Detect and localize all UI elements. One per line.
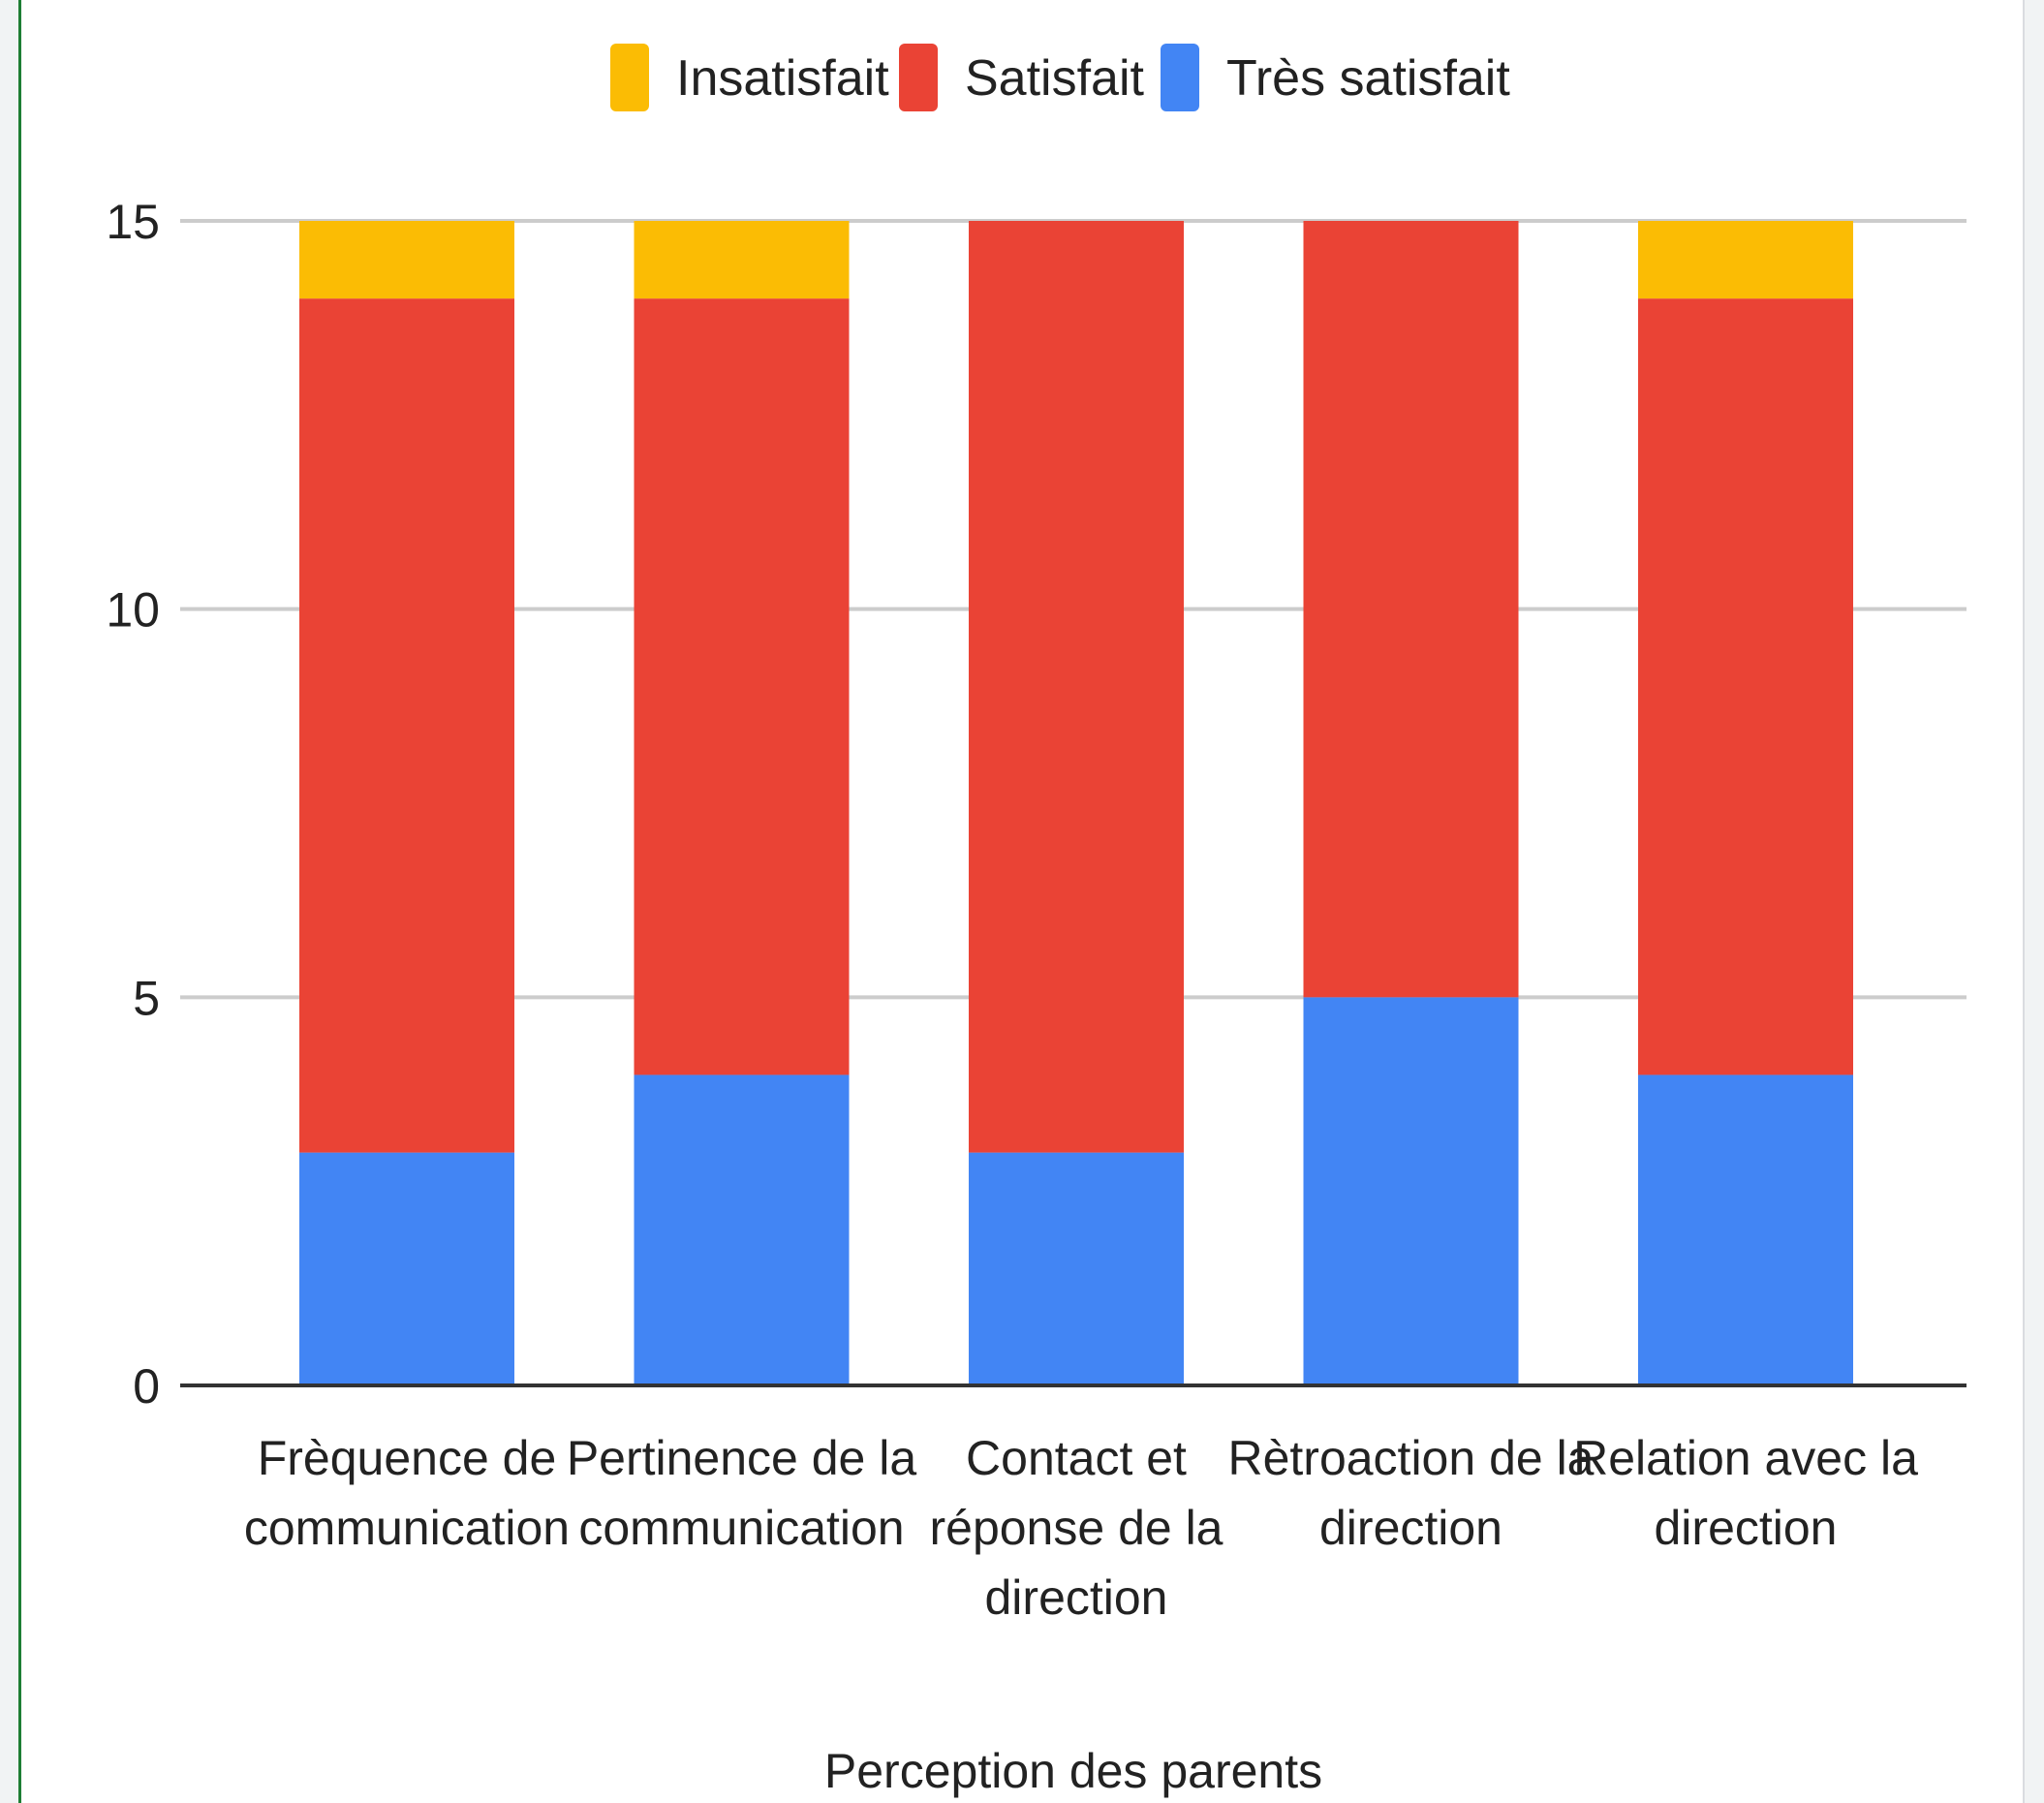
- y-tick-label: 0: [133, 1359, 160, 1414]
- y-tick-label: 15: [106, 195, 160, 249]
- bar-segment: [299, 1152, 514, 1385]
- left-edge: [0, 0, 21, 1803]
- x-tick-label-line: réponse de la: [929, 1501, 1223, 1555]
- legend-swatch: [1161, 44, 1199, 111]
- x-tick-label-line: Rètroaction de la: [1227, 1431, 1594, 1485]
- x-tick-label-line: Frèquence de: [258, 1431, 557, 1485]
- bar-segment: [969, 1152, 1184, 1385]
- bar-segment: [969, 221, 1184, 1153]
- x-tick-label: Rètroaction de la direction: [1227, 1431, 1594, 1555]
- x-tick-label-line: direction: [1655, 1501, 1838, 1555]
- x-tick-label-line: direction: [1319, 1501, 1502, 1555]
- bar-segment: [299, 221, 514, 299]
- bar-segment: [1303, 997, 1519, 1385]
- bar-segment: [1638, 298, 1853, 1075]
- x-tick-label-line: communication: [578, 1501, 904, 1555]
- x-tick-label: Pertinence de la communication: [567, 1431, 917, 1555]
- x-tick-label: Relation avec la direction: [1573, 1431, 1918, 1555]
- bar-segment: [634, 1074, 850, 1385]
- legend: Insatisfait Satisfait Très satisfait: [610, 44, 1510, 111]
- y-axis: 0 5 10 15: [106, 195, 160, 1414]
- x-tick-label-line: direction: [985, 1570, 1168, 1625]
- x-tick-label-line: Relation avec la: [1573, 1431, 1918, 1485]
- legend-label: Très satisfait: [1226, 50, 1510, 107]
- bar-segment: [299, 298, 514, 1153]
- x-tick-label-line: Contact et: [966, 1431, 1187, 1485]
- right-edge: [2023, 0, 2044, 1803]
- legend-swatch: [899, 44, 938, 111]
- bar-segment: [1638, 221, 1853, 299]
- y-tick-label: 5: [133, 971, 160, 1025]
- bar-segment: [1303, 221, 1519, 998]
- x-axis-title: Perception des parents: [824, 1744, 1322, 1798]
- bars: [299, 221, 1853, 1385]
- x-tick-label-line: Pertinence de la: [567, 1431, 917, 1485]
- bar-segment: [634, 221, 850, 299]
- legend-label: Satisfait: [965, 50, 1145, 107]
- x-tick-label: Frèquence de communication: [244, 1431, 570, 1555]
- x-tick-label-line: communication: [244, 1501, 570, 1555]
- bar-segment: [634, 298, 850, 1075]
- legend-label: Insatisfait: [676, 50, 889, 107]
- bar-segment: [1638, 1074, 1853, 1385]
- x-tick-label: Contact et réponse de la direction: [929, 1431, 1223, 1625]
- y-tick-label: 10: [106, 583, 160, 637]
- legend-swatch: [610, 44, 649, 111]
